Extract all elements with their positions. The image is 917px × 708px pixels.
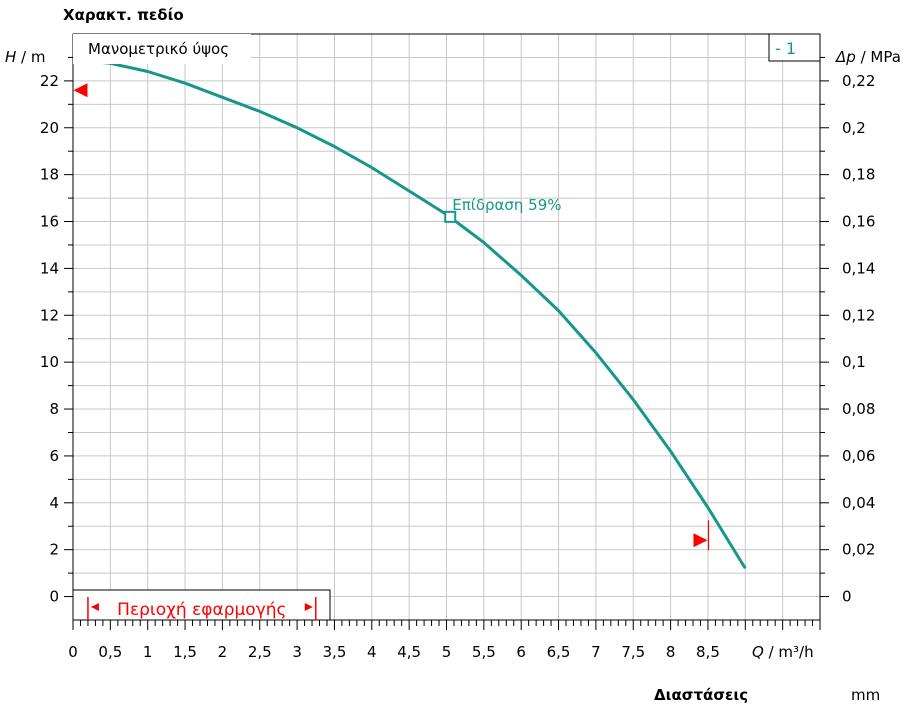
x-tick-label: 4,5 xyxy=(397,643,421,661)
x-tick-label: 2 xyxy=(218,643,228,661)
markers: Επίδραση 59% xyxy=(73,83,710,551)
y-left-tick-label: 6 xyxy=(49,447,59,465)
y-right-tick-label: 0,02 xyxy=(842,541,875,559)
application-range-right-arrow-icon xyxy=(304,603,313,611)
y-right-tick-label: 0,12 xyxy=(842,306,875,324)
y-left-tick-label: 16 xyxy=(40,213,59,231)
y-right-tick-label: 0 xyxy=(842,588,852,606)
y-right-axis-label: Δp / MPa xyxy=(835,48,901,66)
labels: 024681012141618202200,020,040,060,080,10… xyxy=(5,33,901,661)
x-tick-label: 4 xyxy=(367,643,377,661)
y-left-tick-label: 18 xyxy=(40,166,59,184)
y-left-tick-label: 2 xyxy=(49,541,59,559)
y-left-tick-label: 14 xyxy=(40,259,59,277)
y-left-tick-label: 20 xyxy=(40,119,59,137)
x-tick-label: 5 xyxy=(442,643,452,661)
y-left-tick-label: 8 xyxy=(49,400,59,418)
y-left-tick-label: 4 xyxy=(49,494,59,512)
x-tick-label: 2,5 xyxy=(248,643,272,661)
series-layer xyxy=(72,58,747,570)
curve-label: Μανομετρικό ύψος xyxy=(88,40,229,58)
x-tick-label: 3 xyxy=(292,643,302,661)
efficiency-marker xyxy=(444,210,457,223)
y-left-axis-label: H / m xyxy=(5,48,45,66)
application-range-left-arrow-icon xyxy=(90,603,99,611)
application-range-box xyxy=(72,589,331,621)
application-range-label: Περιοχή εφαρμογής xyxy=(117,600,286,620)
x-tick-label: 5,5 xyxy=(472,643,496,661)
chart-title: Χαρακτ. πεδίο xyxy=(63,6,184,24)
y-right-tick-label: 0,1 xyxy=(842,353,866,371)
x-axis-label: Q / m³/h xyxy=(752,643,814,661)
efficiency-label: Επίδραση 59% xyxy=(452,196,561,214)
y-right-tick-label: 0,16 xyxy=(842,213,875,231)
y-left-tick-label: 10 xyxy=(40,353,59,371)
limit-marker-left-icon xyxy=(73,83,88,98)
y-left-tick-label: 22 xyxy=(40,72,59,90)
y-left-tick-label: 12 xyxy=(40,306,59,324)
x-tick-label: 0,5 xyxy=(98,643,122,661)
x-tick-label: 1,5 xyxy=(173,643,197,661)
axes xyxy=(64,56,829,630)
dimensions-label: Διαστάσεις xyxy=(654,686,749,704)
y-right-tick-label: 0,08 xyxy=(842,400,875,418)
y-right-tick-label: 0,18 xyxy=(842,166,875,184)
dimensions-unit: mm xyxy=(851,686,881,704)
y-right-tick-label: 0,2 xyxy=(842,119,866,137)
series-curve-1 xyxy=(72,58,747,570)
legend-series-label: - 1 xyxy=(775,39,796,58)
legend-box xyxy=(768,33,821,62)
limit-marker-right-icon xyxy=(693,533,708,548)
x-tick-label: 0 xyxy=(68,643,78,661)
x-tick-label: 6 xyxy=(516,643,526,661)
y-right-tick-label: 0,06 xyxy=(842,447,875,465)
x-tick-label: 8,5 xyxy=(696,643,720,661)
y-right-tick-label: 0,04 xyxy=(842,494,875,512)
x-tick-label: 8 xyxy=(666,643,676,661)
x-tick-label: 7 xyxy=(591,643,601,661)
x-tick-label: 3,5 xyxy=(323,643,347,661)
y-right-tick-label: 0,14 xyxy=(842,259,875,277)
x-tick-label: 6,5 xyxy=(547,643,571,661)
y-right-tick-label: 0,22 xyxy=(842,72,875,90)
x-tick-label: 1 xyxy=(143,643,153,661)
y-left-tick-label: 0 xyxy=(49,588,59,606)
x-tick-label: 7,5 xyxy=(621,643,645,661)
curve-label-box xyxy=(73,34,251,64)
